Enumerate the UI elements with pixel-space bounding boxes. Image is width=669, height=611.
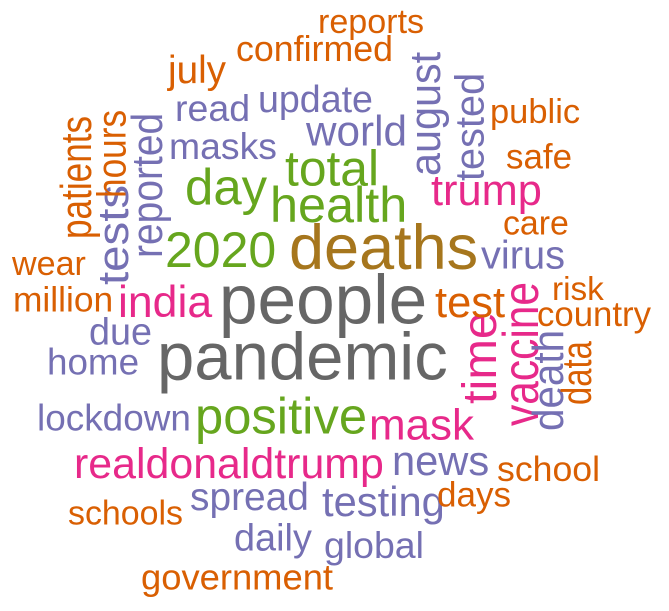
word-news: news bbox=[392, 437, 490, 485]
word-day: day bbox=[185, 158, 268, 216]
word-read: read bbox=[175, 87, 251, 130]
word-testing: testing bbox=[322, 478, 445, 526]
word-august: august bbox=[401, 51, 450, 176]
word-care: care bbox=[503, 204, 569, 243]
word-india: india bbox=[118, 276, 213, 327]
word-realdonaldtrump: realdonaldtrump bbox=[74, 439, 384, 488]
word-schools: schools bbox=[68, 494, 184, 533]
word-safe: safe bbox=[506, 136, 573, 177]
word-tested: tested bbox=[446, 72, 493, 181]
word-total: total bbox=[285, 140, 380, 197]
word-country: country bbox=[537, 294, 651, 334]
word-wear: wear bbox=[12, 244, 86, 283]
word-million: million bbox=[13, 279, 114, 320]
word-pandemic: pandemic bbox=[157, 319, 448, 395]
word-reports: reports bbox=[318, 2, 425, 41]
word-virus: virus bbox=[481, 232, 566, 278]
word-test: test bbox=[435, 278, 506, 327]
word-due: due bbox=[89, 310, 152, 353]
word-2020: 2020 bbox=[165, 221, 277, 278]
word-world: world bbox=[306, 107, 407, 155]
word-update: update bbox=[258, 78, 373, 121]
word-hours: hours bbox=[88, 109, 135, 198]
word-july: july bbox=[168, 48, 227, 92]
word-daily: daily bbox=[234, 516, 312, 559]
word-risk: risk bbox=[552, 270, 604, 308]
word-lockdown: lockdown bbox=[37, 397, 191, 439]
word-public: public bbox=[490, 92, 581, 131]
word-days: days bbox=[437, 474, 512, 515]
word-home: home bbox=[47, 341, 140, 383]
word-confirmed: confirmed bbox=[236, 28, 394, 69]
word-deaths: deaths bbox=[289, 212, 479, 283]
word-mask: mask bbox=[369, 400, 474, 450]
word-health: health bbox=[270, 176, 408, 234]
word-positive: positive bbox=[195, 387, 368, 445]
word-government: government bbox=[141, 556, 334, 598]
word-trump: trump bbox=[431, 166, 542, 215]
word-people: people bbox=[219, 260, 428, 339]
word-global: global bbox=[324, 524, 424, 567]
word-spread: spread bbox=[190, 475, 309, 519]
word-data: data bbox=[553, 341, 601, 405]
word-masks: masks bbox=[169, 125, 277, 168]
word-school: school bbox=[497, 448, 601, 489]
